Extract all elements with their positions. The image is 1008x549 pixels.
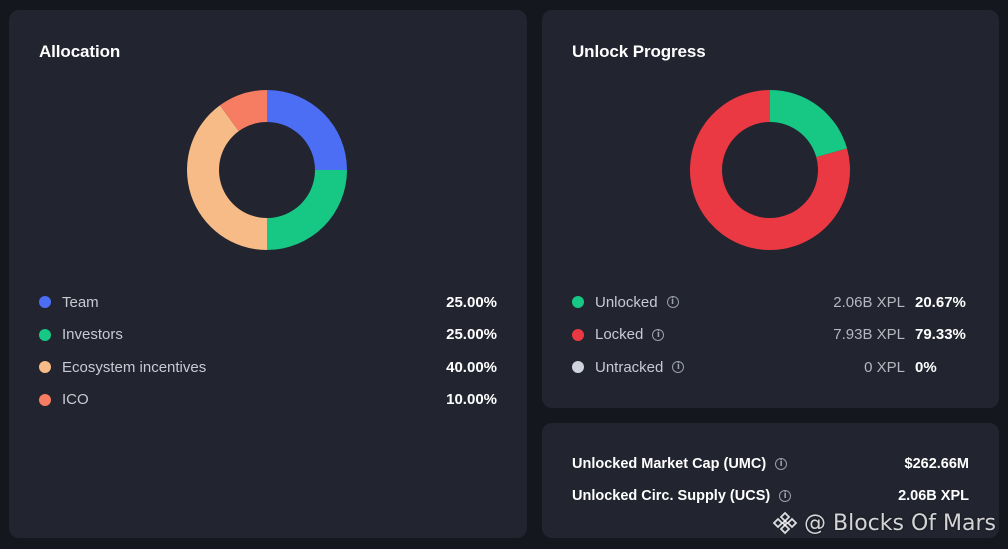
allocation-donut-chart <box>187 90 347 250</box>
unlock-values: 2.06B XPL 20.67% <box>833 294 969 311</box>
unlock-progress-card: Unlock Progress Unlocked i 2.06B XPL 20.… <box>542 10 999 408</box>
legend-percent: 40.00% <box>446 358 497 376</box>
metric-label: Unlocked Market Cap (UMC) <box>572 456 767 472</box>
unlock-amount: 0 XPL <box>864 358 905 376</box>
unlock-progress-title: Unlock Progress <box>572 42 706 61</box>
info-icon[interactable]: i <box>779 490 792 502</box>
info-icon[interactable]: i <box>672 361 685 374</box>
unlock-percent: 0% <box>915 358 937 376</box>
legend-label: ICO <box>62 391 89 409</box>
legend-dot-unlocked <box>572 296 584 309</box>
legend-label: Unlocked <box>595 293 658 311</box>
allocation-legend: Team 25.00% Investors 25.00% Ecosystem i… <box>39 286 497 416</box>
info-icon[interactable]: i <box>775 458 788 470</box>
unlock-legend-item-unlocked: Unlocked i 2.06B XPL 20.67% <box>572 286 969 319</box>
unlock-percent: 20.67% <box>915 293 966 311</box>
allocation-legend-item-ico: ICO 10.00% <box>39 384 497 417</box>
info-icon[interactable]: i <box>652 328 665 341</box>
allocation-slice-ico[interactable] <box>219 90 267 132</box>
unlock-legend-item-untracked: Untracked i 0 XPL 0% <box>572 351 969 384</box>
unlocked-metrics-card: Unlocked Market Cap (UMC) i $262.66M Unl… <box>542 423 999 538</box>
legend-dot-untracked <box>572 361 584 374</box>
allocation-slice-team[interactable] <box>267 90 347 170</box>
legend-percent: 25.00% <box>446 293 497 311</box>
metric-value: 2.06B XPL <box>898 488 969 504</box>
allocation-legend-item-team: Team 25.00% <box>39 286 497 319</box>
allocation-card: Allocation Team 25.00% Investors 25.00% … <box>9 10 527 538</box>
allocation-slice-ecosystem-incentives[interactable] <box>187 105 267 250</box>
info-icon[interactable]: i <box>666 296 679 309</box>
allocation-title: Allocation <box>39 42 121 61</box>
allocation-legend-item-ecosystem: Ecosystem incentives 40.00% <box>39 351 497 384</box>
unlock-amount: 2.06B XPL <box>833 293 905 311</box>
legend-label: Investors <box>62 326 123 344</box>
legend-label: Locked <box>595 326 644 344</box>
unlock-slice-locked[interactable] <box>690 90 850 250</box>
allocation-legend-item-investors: Investors 25.00% <box>39 319 497 352</box>
unlock-values: 7.93B XPL 79.33% <box>833 326 969 343</box>
legend-dot-locked <box>572 328 584 341</box>
unlock-amount: 7.93B XPL <box>833 326 905 344</box>
metric-label: Unlocked Circ. Supply (UCS) <box>572 488 771 504</box>
watermark: @ Blocks Of Mars <box>772 508 996 538</box>
unlock-donut-chart <box>690 90 850 250</box>
unlock-values: 0 XPL 0% <box>864 359 969 376</box>
binance-logo-icon <box>772 511 798 535</box>
legend-dot-investors <box>39 328 51 341</box>
legend-percent: 10.00% <box>446 391 497 409</box>
metric-value: $262.66M <box>904 456 970 472</box>
legend-dot-team <box>39 296 51 309</box>
legend-label: Untracked <box>595 358 664 376</box>
metric-row-umc: Unlocked Market Cap (UMC) i $262.66M <box>572 453 969 475</box>
unlock-slice-unlocked[interactable] <box>770 90 848 158</box>
legend-dot-ico <box>39 393 51 406</box>
legend-label: Ecosystem incentives <box>62 358 207 376</box>
legend-dot-ecosystem <box>39 361 51 374</box>
metric-row-ucs: Unlocked Circ. Supply (UCS) i 2.06B XPL <box>572 485 969 507</box>
unlock-legend: Unlocked i 2.06B XPL 20.67% Locked i 7.9… <box>572 286 969 384</box>
unlock-legend-item-locked: Locked i 7.93B XPL 79.33% <box>572 319 969 352</box>
unlock-percent: 79.33% <box>915 326 966 344</box>
legend-percent: 25.00% <box>446 326 497 344</box>
legend-label: Team <box>62 293 99 311</box>
allocation-slice-investors[interactable] <box>267 170 347 250</box>
watermark-text: @ Blocks Of Mars <box>804 510 996 536</box>
